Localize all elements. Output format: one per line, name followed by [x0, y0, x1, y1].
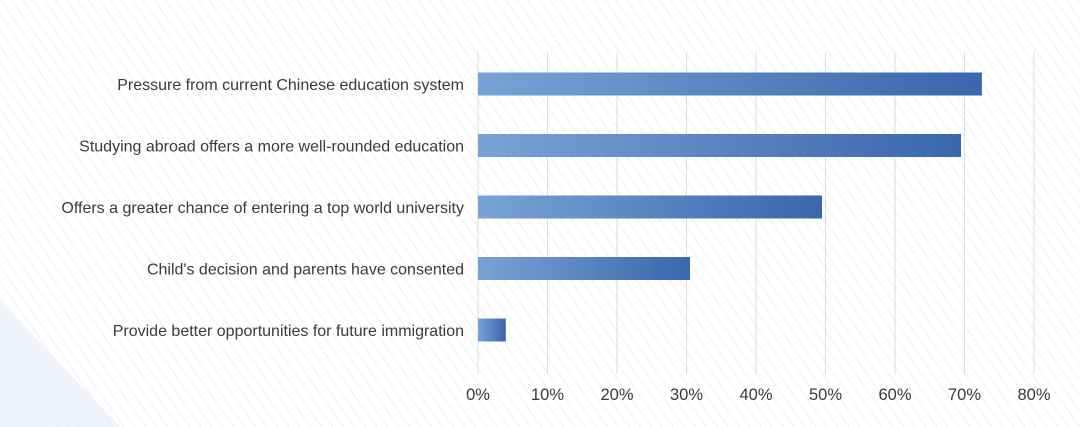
x-tick-label: 20%	[600, 386, 633, 404]
category-label: Studying abroad offers a more well-round…	[79, 139, 464, 156]
bars	[478, 72, 982, 342]
x-tick-label: 60%	[878, 386, 911, 404]
x-tick-label: 0%	[466, 386, 490, 404]
bar	[478, 134, 962, 157]
bar	[478, 257, 690, 280]
x-tick-label: 10%	[531, 386, 564, 404]
category-label: Offers a greater chance of entering a to…	[61, 200, 464, 217]
bar	[478, 318, 506, 342]
corner-decoration	[0, 300, 120, 427]
category-label: Pressure from current Chinese education …	[117, 77, 464, 94]
x-axis-tick-labels: 0% 10% 20% 30% 40% 50% 60% 70% 80%	[466, 386, 1051, 404]
x-tick-label: 50%	[809, 386, 842, 404]
bar	[478, 195, 823, 219]
x-tick-label: 80%	[1017, 386, 1050, 404]
x-tick-label: 30%	[670, 386, 703, 404]
x-tick-label: 40%	[739, 386, 772, 404]
category-labels: Pressure from current Chinese education …	[61, 77, 464, 340]
category-label: Child's decision and parents have consen…	[147, 262, 464, 279]
x-tick-label: 70%	[948, 386, 981, 404]
bar	[478, 72, 982, 96]
category-label: Provide better opportunities for future …	[113, 323, 464, 340]
